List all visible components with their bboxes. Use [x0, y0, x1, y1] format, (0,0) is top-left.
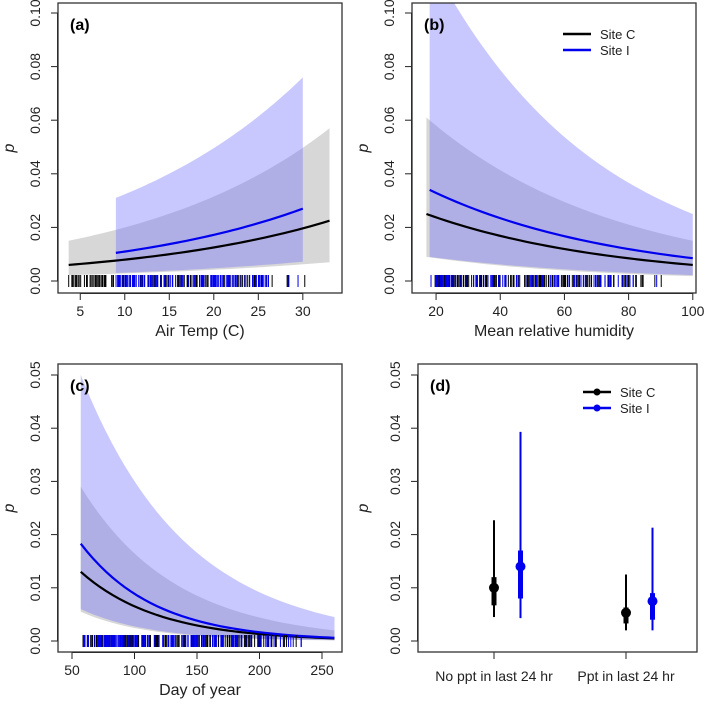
point-estimate [515, 561, 526, 572]
y-tick-label: 0.02 [27, 521, 43, 548]
y-tick-label: 0.10 [27, 0, 43, 27]
plot-frame [57, 363, 343, 653]
x-tick-label: 100 [123, 662, 147, 678]
fit-line-site-i [79, 542, 335, 639]
panel-b: 0.00 0.02 0.04 0.06 0.08 0.10 p 20 40 60 80 100 Mean… [355, 0, 705, 340]
y-tick-label: 0.06 [27, 106, 43, 133]
y-axis-label: p [355, 503, 372, 513]
point-estimate [647, 596, 658, 607]
panel-d: 0.00 0.01 0.02 0.03 0.04 0.05 p No ppt in last … [355, 361, 698, 684]
panel-a: 0.00 0.02 0.04 0.06 0.08 0.10 p 5 10 15 20 25 30 Air … [1, 0, 343, 340]
x-tick-label: 80 [621, 303, 637, 319]
y-tick-label: 0.00 [381, 267, 397, 294]
plot-frame [417, 363, 698, 653]
x-tick-label: 250 [310, 662, 334, 678]
x-tick-label: 30 [295, 303, 311, 319]
x-tick-label: 60 [557, 303, 573, 319]
legend-label: Site I [620, 401, 650, 416]
plot-frame [57, 2, 343, 294]
point-estimate [489, 582, 499, 593]
x-tick-label: 25 [251, 303, 267, 319]
y-tick-label: 0.04 [27, 414, 43, 441]
confidence-band-site-c [80, 486, 335, 641]
panel-label: (b) [424, 17, 444, 34]
legend-label: Site C [620, 385, 655, 400]
x-tick-label: 20 [428, 303, 444, 319]
y-tick-label: 0.02 [27, 214, 43, 241]
x-tick-label: 200 [248, 662, 272, 678]
y-tick-label: 0.03 [387, 468, 403, 495]
y-tick-label: 0.02 [387, 521, 403, 548]
y-tick-label: 0.08 [27, 53, 43, 80]
y-tick-label: 0.04 [387, 414, 403, 441]
y-tick-label: 0.01 [387, 574, 403, 601]
confidence-band-site-i [429, 3, 693, 276]
y-tick-label: 0.05 [27, 361, 43, 388]
y-tick-label: 0.05 [387, 361, 403, 388]
y-axis-label: p [1, 503, 18, 513]
legend-marker [593, 388, 601, 396]
panel-c: 0.00 0.01 0.02 0.03 0.04 0.05 p 50 100 150 200 250 D… [1, 361, 343, 699]
category-label: Ppt in last 24 hr [577, 668, 675, 684]
panel-label: (d) [430, 378, 450, 395]
x-tick-label: 100 [681, 303, 705, 319]
y-tick-label: 0.06 [381, 106, 397, 133]
x-axis-label: Mean relative humidity [474, 323, 634, 340]
fit-line-site-i [115, 207, 304, 254]
confidence-band-site-i [80, 375, 335, 641]
fit-line-site-i [429, 188, 693, 260]
plot-area [68, 77, 330, 287]
confidence-band-site-i [115, 77, 303, 273]
y-tick-label: 0.04 [27, 160, 43, 187]
fit-line-site-c [426, 212, 693, 267]
plot-area [489, 431, 658, 631]
fit-line-site-c [68, 219, 330, 267]
legend-marker [593, 404, 601, 412]
y-tick-label: 0.10 [381, 0, 397, 27]
plot-area [79, 375, 335, 647]
plot-area [426, 3, 693, 287]
y-tick-label: 0.02 [381, 214, 397, 241]
y-tick-label: 0.03 [27, 468, 43, 495]
y-tick-label: 0.01 [27, 574, 43, 601]
x-tick-label: 40 [492, 303, 508, 319]
x-tick-label: 20 [206, 303, 222, 319]
y-tick-label: 0.00 [27, 267, 43, 294]
x-axis-label: Day of year [159, 682, 241, 699]
panel-label: (a) [70, 17, 90, 34]
x-tick-label: 5 [76, 303, 84, 319]
y-axis-label: p [355, 143, 372, 153]
legend-label: Site C [600, 27, 635, 42]
point-estimate [621, 607, 631, 618]
y-tick-label: 0.00 [27, 627, 43, 654]
legend-label: Site I [600, 43, 630, 58]
panel-label: (c) [70, 378, 90, 395]
category-label: No ppt in last 24 hr [435, 668, 553, 684]
x-tick-label: 10 [117, 303, 133, 319]
x-tick-label: 50 [64, 662, 80, 678]
y-tick-label: 0.08 [381, 53, 397, 80]
confidence-band-site-c [426, 117, 693, 277]
y-tick-label: 0.04 [381, 160, 397, 187]
y-axis-label: p [1, 143, 18, 153]
x-tick-label: 15 [161, 303, 177, 319]
x-axis-label: Air Temp (C) [155, 323, 245, 340]
x-tick-label: 150 [185, 662, 209, 678]
plot-frame [411, 2, 697, 294]
y-tick-label: 0.00 [387, 627, 403, 654]
